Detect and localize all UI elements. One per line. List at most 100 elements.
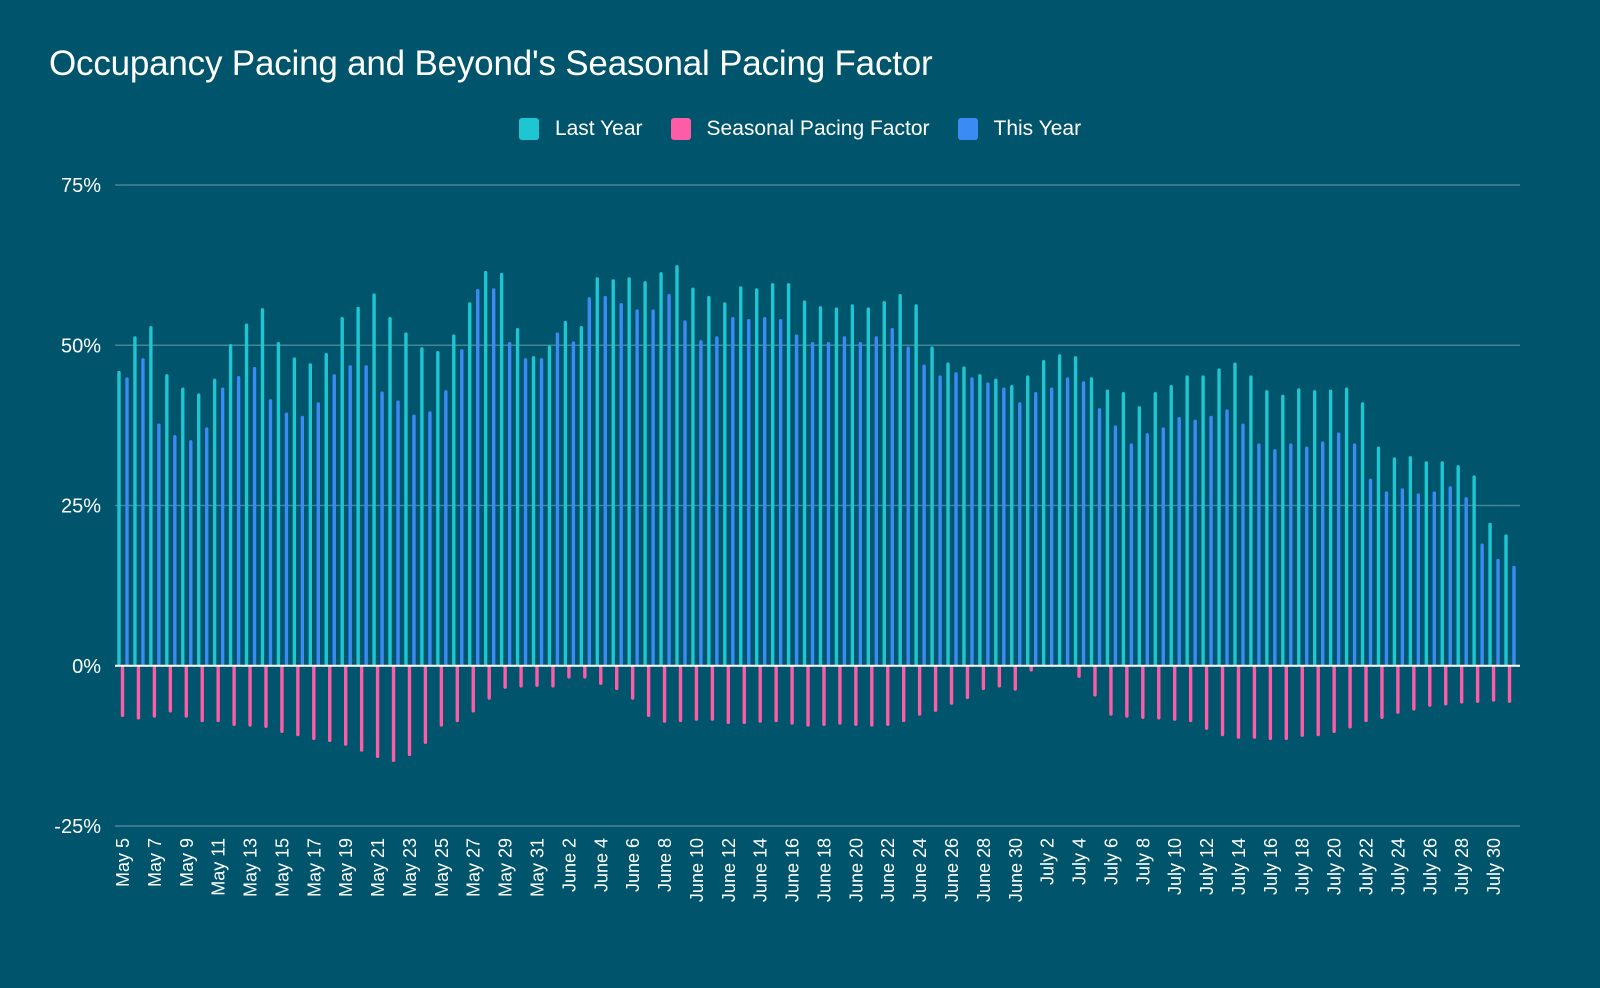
bar-last-year-may-14[interactable] bbox=[260, 308, 265, 666]
bar-last-year-june-28[interactable] bbox=[978, 374, 982, 666]
bar-last-year-may-22[interactable] bbox=[388, 317, 392, 666]
bar-last-year-june-19[interactable] bbox=[834, 307, 839, 666]
bar-last-year-july-13[interactable] bbox=[1217, 368, 1221, 666]
bar-this-year-may-12[interactable] bbox=[236, 376, 241, 666]
bar-seasonal-pacing-factor-may-27[interactable] bbox=[471, 665, 475, 713]
bar-last-year-june-22[interactable] bbox=[882, 301, 886, 666]
bar-last-year-june-25[interactable] bbox=[930, 346, 934, 666]
bar-seasonal-pacing-factor-june-6[interactable] bbox=[630, 665, 635, 700]
bar-seasonal-pacing-factor-july-28[interactable] bbox=[1459, 665, 1464, 704]
bar-last-year-july-30[interactable] bbox=[1488, 522, 1492, 666]
bar-last-year-july-5[interactable] bbox=[1089, 377, 1094, 666]
bar-this-year-july-30[interactable] bbox=[1496, 558, 1500, 666]
bar-last-year-june-9[interactable] bbox=[675, 265, 679, 666]
bar-seasonal-pacing-factor-may-28[interactable] bbox=[487, 665, 491, 700]
bar-seasonal-pacing-factor-may-25[interactable] bbox=[439, 665, 444, 727]
bar-seasonal-pacing-factor-may-15[interactable] bbox=[280, 665, 284, 734]
bar-last-year-july-22[interactable] bbox=[1360, 402, 1365, 666]
bar-last-year-may-26[interactable] bbox=[452, 334, 456, 666]
bar-seasonal-pacing-factor-june-11[interactable] bbox=[710, 665, 715, 721]
bar-seasonal-pacing-factor-july-29[interactable] bbox=[1475, 665, 1480, 703]
bar-this-year-may-21[interactable] bbox=[380, 391, 384, 666]
bar-seasonal-pacing-factor-may-19[interactable] bbox=[343, 665, 348, 746]
bar-this-year-june-22[interactable] bbox=[890, 327, 894, 666]
bar-seasonal-pacing-factor-june-13[interactable] bbox=[742, 665, 746, 725]
bar-this-year-july-18[interactable] bbox=[1305, 446, 1309, 666]
bar-seasonal-pacing-factor-july-12[interactable] bbox=[1204, 665, 1209, 730]
bar-last-year-july-9[interactable] bbox=[1153, 392, 1157, 666]
bar-last-year-may-16[interactable] bbox=[292, 357, 297, 666]
bar-seasonal-pacing-factor-july-7[interactable] bbox=[1125, 665, 1129, 718]
bar-this-year-july-29[interactable] bbox=[1480, 543, 1484, 666]
bar-last-year-july-6[interactable] bbox=[1105, 389, 1110, 666]
bar-this-year-may-17[interactable] bbox=[316, 402, 321, 666]
bar-last-year-june-1[interactable] bbox=[547, 345, 552, 666]
bar-this-year-july-10[interactable] bbox=[1177, 417, 1181, 666]
bar-seasonal-pacing-factor-july-17[interactable] bbox=[1284, 665, 1289, 741]
bar-seasonal-pacing-factor-may-30[interactable] bbox=[519, 665, 523, 688]
bar-seasonal-pacing-factor-may-7[interactable] bbox=[152, 665, 157, 718]
bar-seasonal-pacing-factor-july-11[interactable] bbox=[1188, 665, 1193, 723]
bar-this-year-july-20[interactable] bbox=[1336, 432, 1341, 666]
bar-last-year-may-20[interactable] bbox=[356, 306, 360, 666]
bar-seasonal-pacing-factor-june-2[interactable] bbox=[567, 665, 571, 679]
bar-last-year-may-10[interactable] bbox=[197, 393, 201, 666]
bar-this-year-june-28[interactable] bbox=[986, 382, 990, 666]
bar-last-year-july-21[interactable] bbox=[1344, 387, 1349, 666]
bar-last-year-july-29[interactable] bbox=[1472, 475, 1476, 666]
bar-this-year-july-19[interactable] bbox=[1320, 441, 1325, 666]
bar-this-year-june-29[interactable] bbox=[1002, 387, 1006, 666]
bar-seasonal-pacing-factor-may-20[interactable] bbox=[359, 665, 364, 752]
bar-last-year-july-10[interactable] bbox=[1169, 384, 1173, 666]
bar-this-year-july-17[interactable] bbox=[1289, 443, 1293, 666]
bar-this-year-july-6[interactable] bbox=[1113, 425, 1118, 666]
bar-this-year-may-11[interactable] bbox=[220, 387, 225, 666]
bar-this-year-july-12[interactable] bbox=[1209, 415, 1213, 666]
bar-this-year-june-14[interactable] bbox=[763, 317, 767, 666]
bar-seasonal-pacing-factor-june-26[interactable] bbox=[949, 665, 954, 705]
bar-seasonal-pacing-factor-may-26[interactable] bbox=[455, 665, 459, 723]
bar-seasonal-pacing-factor-july-13[interactable] bbox=[1220, 665, 1225, 737]
bar-last-year-july-15[interactable] bbox=[1249, 375, 1253, 666]
bar-last-year-june-6[interactable] bbox=[627, 277, 631, 666]
bar-seasonal-pacing-factor-june-5[interactable] bbox=[615, 665, 619, 691]
bar-last-year-may-12[interactable] bbox=[228, 343, 233, 666]
bar-last-year-july-11[interactable] bbox=[1185, 375, 1189, 666]
bar-seasonal-pacing-factor-may-14[interactable] bbox=[264, 665, 268, 728]
bar-seasonal-pacing-factor-may-6[interactable] bbox=[136, 665, 141, 720]
bar-seasonal-pacing-factor-july-27[interactable] bbox=[1444, 665, 1448, 706]
bar-this-year-june-26[interactable] bbox=[954, 372, 958, 666]
bar-last-year-june-3[interactable] bbox=[579, 326, 584, 666]
bar-last-year-june-4[interactable] bbox=[595, 277, 599, 666]
bar-seasonal-pacing-factor-june-28[interactable] bbox=[981, 665, 986, 691]
bar-this-year-july-26[interactable] bbox=[1432, 491, 1436, 666]
bar-seasonal-pacing-factor-june-17[interactable] bbox=[806, 665, 810, 727]
bar-this-year-june-25[interactable] bbox=[938, 375, 942, 666]
bar-seasonal-pacing-factor-may-24[interactable] bbox=[423, 665, 428, 744]
bar-last-year-july-20[interactable] bbox=[1328, 389, 1333, 666]
bar-last-year-june-8[interactable] bbox=[659, 272, 663, 666]
bar-seasonal-pacing-factor-july-20[interactable] bbox=[1332, 665, 1336, 734]
bar-last-year-june-16[interactable] bbox=[786, 283, 791, 666]
bar-last-year-june-26[interactable] bbox=[946, 362, 950, 666]
bar-last-year-june-11[interactable] bbox=[707, 295, 711, 666]
bar-this-year-july-14[interactable] bbox=[1241, 423, 1245, 666]
bar-this-year-june-16[interactable] bbox=[794, 334, 799, 666]
bar-this-year-may-30[interactable] bbox=[523, 358, 528, 666]
bar-this-year-may-14[interactable] bbox=[268, 399, 273, 666]
bar-this-year-june-12[interactable] bbox=[731, 317, 735, 666]
bar-seasonal-pacing-factor-june-3[interactable] bbox=[583, 665, 587, 679]
bar-this-year-may-9[interactable] bbox=[189, 440, 193, 666]
bar-seasonal-pacing-factor-june-8[interactable] bbox=[662, 665, 667, 723]
bar-this-year-may-27[interactable] bbox=[476, 288, 480, 666]
bar-last-year-may-13[interactable] bbox=[244, 323, 249, 666]
legend-item-this-year[interactable]: This Year bbox=[957, 117, 1081, 141]
bar-last-year-june-24[interactable] bbox=[914, 304, 918, 666]
bar-last-year-may-29[interactable] bbox=[499, 272, 504, 666]
bar-last-year-july-31[interactable] bbox=[1504, 534, 1508, 666]
bar-this-year-may-7[interactable] bbox=[157, 423, 161, 666]
bar-this-year-may-20[interactable] bbox=[364, 365, 368, 666]
bar-seasonal-pacing-factor-july-10[interactable] bbox=[1173, 665, 1177, 721]
bar-last-year-june-7[interactable] bbox=[643, 281, 647, 666]
bar-seasonal-pacing-factor-july-23[interactable] bbox=[1380, 665, 1384, 719]
